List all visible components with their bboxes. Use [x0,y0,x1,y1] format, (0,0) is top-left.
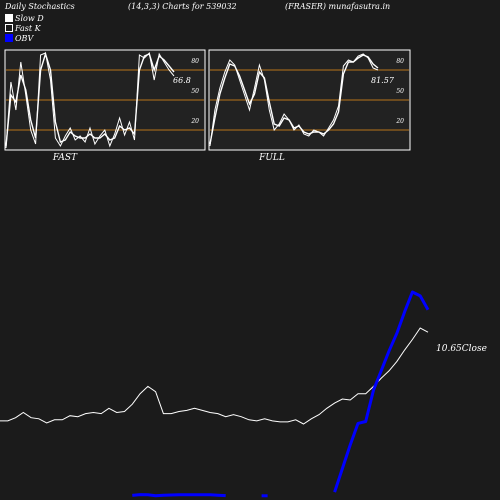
series-line-fast-k [5,51,175,149]
legend-item-obv: OBV [5,34,33,43]
chart-params: (14,3,3) Charts for 539032 [128,2,237,11]
panel-full-title: FULL [258,153,285,163]
legend-item-slow-d: Slow D [5,14,44,23]
chart-title: Daily Stochastics [5,2,75,11]
legend-swatch [5,24,13,32]
series-line-fast-k [209,53,379,147]
last-value-label: 66.8 [173,76,191,85]
y-tick-label-80: 80 [396,58,404,65]
obv-line [333,290,430,493]
y-tick-label-80: 80 [191,58,199,65]
legend-label: Fast K [15,24,41,33]
y-tick-label-20: 20 [395,118,404,125]
legend-label: Slow D [15,14,44,23]
chart-source: (FRASER) munafasutra.in [285,2,391,11]
series-line-slow-d [5,51,175,147]
y-tick-label-20: 20 [190,118,199,125]
last-value-label: 81.57 [371,76,395,85]
y-tick-label-50: 50 [191,88,199,95]
legend-label: OBV [15,34,34,43]
y-tick-label-50: 50 [396,88,404,95]
legend-swatch [5,34,13,42]
series-line-slow-d [209,54,379,145]
obv-line [132,493,226,498]
close-price-line [0,327,429,425]
legend-item-fast-k: Fast K [5,24,41,33]
legend-swatch [5,14,13,22]
panel-fast-title: FAST [52,153,78,163]
last-close-label: 10.65Close [436,344,487,354]
